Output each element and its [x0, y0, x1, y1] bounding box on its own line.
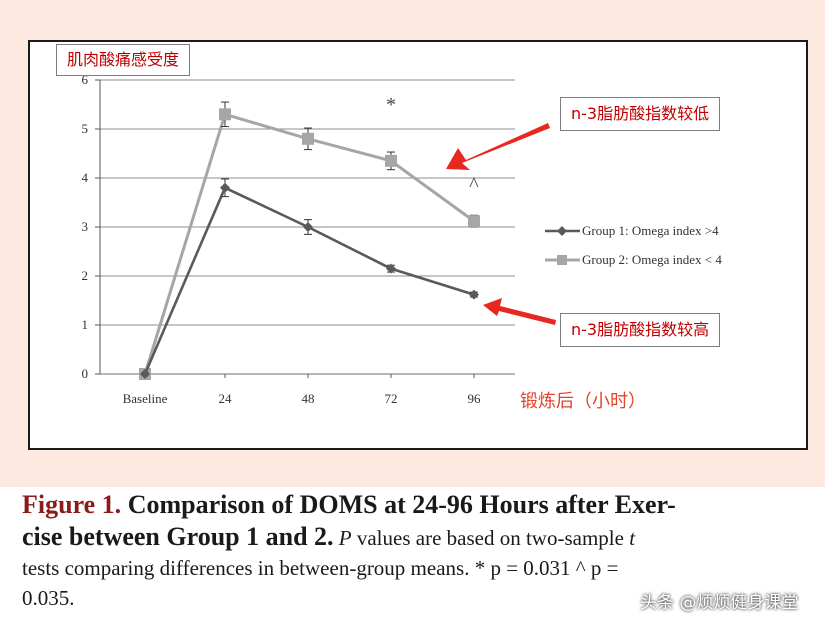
y-tick-label: 2: [82, 268, 89, 283]
series-line-2: [143, 112, 475, 375]
chart-title: 肌肉酸痛感受度: [56, 44, 191, 76]
caption-text-after-p: values are based on two-sample: [351, 526, 630, 550]
caption-line-2: cise between Group 1 and 2. P values are…: [22, 522, 812, 553]
data-point-group-1: [386, 263, 396, 274]
y-tick-label: 6: [82, 72, 89, 87]
y-tick-label: 0: [82, 366, 89, 381]
legend-marker-1: [557, 226, 567, 236]
data-point-group-2: [219, 108, 231, 121]
y-tick-label: 1: [82, 317, 89, 332]
x-axis-unit-label: 锻炼后（小时）: [520, 391, 646, 412]
legend-label-1: Group 1: Omega index >4: [582, 223, 719, 238]
significance-marker: ^: [469, 174, 479, 196]
data-point-group-2: [468, 215, 480, 228]
x-tick-label: 24: [219, 391, 233, 406]
data-point-group-1: [469, 289, 479, 300]
y-tick-label: 3: [82, 219, 89, 234]
figure-label: Figure 1.: [22, 490, 122, 519]
y-tick-label: 4: [82, 170, 89, 185]
data-point-group-2: [302, 132, 314, 145]
caption-title-2: cise between Group 1 and 2.: [22, 522, 334, 551]
arrow-to-group-2: [446, 123, 550, 170]
x-tick-label: 72: [385, 391, 398, 406]
data-point-group-1: [303, 222, 313, 232]
data-point-group-1: [220, 182, 230, 193]
callout-high-omega: n-3脂肪酸指数较高: [560, 313, 721, 347]
significance-marker: *: [386, 94, 396, 116]
caption-line-3: tests comparing differences in between-g…: [22, 556, 619, 580]
legend-marker-2: [557, 255, 567, 265]
chart-plot: 0 1 2 3 4 5 6 Baseline 24 48 72 96 * ^ Group 1: Omeg…: [82, 72, 723, 406]
watermark: 头条 @烦烦健身课堂: [640, 593, 799, 613]
callout-low-omega: n-3脂肪酸指数较低: [560, 97, 721, 131]
arrow-to-group-1: [483, 298, 556, 325]
caption-line-1: Figure 1. Comparison of DOMS at 24-96 Ho…: [22, 488, 812, 522]
x-tick-label: 48: [302, 391, 315, 406]
caption-line-4: 0.035.: [22, 586, 75, 610]
caption-p-italic: P: [338, 526, 352, 550]
caption-t-italic: t: [629, 526, 636, 550]
x-tick-label: Baseline: [123, 391, 168, 406]
data-point-group-2: [385, 154, 397, 167]
caption-title-1: Comparison of DOMS at 24-96 Hours after …: [127, 490, 676, 519]
data-point-group-1: [140, 369, 150, 379]
legend-label-2: Group 2: Omega index < 4: [582, 252, 722, 267]
x-tick-label: 96: [468, 391, 482, 406]
y-tick-label: 5: [82, 121, 89, 136]
figure-caption: Figure 1. Comparison of DOMS at 24-96 Ho…: [22, 488, 812, 613]
